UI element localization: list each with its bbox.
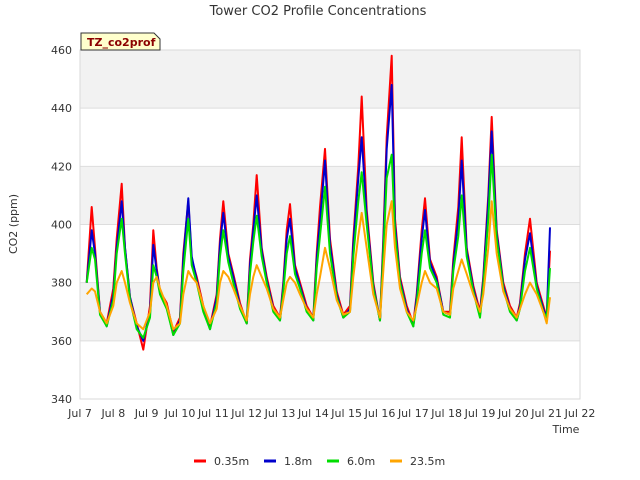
x-tick-label: Jul 20 bbox=[497, 407, 529, 420]
x-tick-label: Jul 10 bbox=[164, 407, 196, 420]
x-tick-label: Jul 11 bbox=[197, 407, 229, 420]
legend-label-6.0m: 6.0m bbox=[347, 455, 375, 468]
legend-label-23.5m: 23.5m bbox=[410, 455, 445, 468]
y-tick-label: 440 bbox=[51, 102, 72, 115]
series-line-6.0m bbox=[85, 153, 551, 339]
y-axis-label: CO2 (ppm) bbox=[7, 194, 20, 254]
x-tick-label: Jul 8 bbox=[100, 407, 125, 420]
y-tick-label: 420 bbox=[51, 160, 72, 173]
x-tick-label: Jul 21 bbox=[530, 407, 562, 420]
badge-label: TZ_co2prof bbox=[87, 36, 156, 49]
x-tick-label: Jul 22 bbox=[564, 407, 596, 420]
x-tick-label: Jul 14 bbox=[297, 407, 329, 420]
plot-band bbox=[80, 50, 580, 109]
plot-band bbox=[80, 282, 580, 341]
x-tick-label: Jul 7 bbox=[67, 407, 92, 420]
series-line-23.5m bbox=[85, 200, 551, 331]
plot-frame bbox=[79, 49, 581, 400]
y-tick-label: 360 bbox=[51, 335, 72, 348]
plot-band bbox=[80, 166, 580, 225]
x-tick-label: Jul 15 bbox=[330, 407, 362, 420]
plot-band bbox=[80, 340, 580, 399]
x-tick-label: Jul 13 bbox=[264, 407, 296, 420]
x-tick-labels: Jul 7 Jul 8 Jul 9 Jul 10 Jul 11 Jul 12 Jul 13 J… bbox=[67, 407, 595, 420]
x-tick-label: Jul 9 bbox=[134, 407, 159, 420]
y-tick-label: 400 bbox=[51, 219, 72, 232]
badge-box bbox=[80, 32, 161, 51]
series-lines bbox=[85, 54, 551, 351]
x-tick-label: Jul 18 bbox=[430, 407, 462, 420]
plot-band bbox=[80, 108, 580, 167]
x-tick-label: Jul 17 bbox=[397, 407, 429, 420]
legend-label-1.8m: 1.8m bbox=[284, 455, 312, 468]
y-tick-label: 460 bbox=[51, 44, 72, 57]
legend: 0.35m 1.8m 6.0m 23.5m bbox=[194, 455, 445, 468]
chart-title: Tower CO2 Profile Concentrations bbox=[209, 4, 427, 19]
y-tick-labels: 340 360 380 400 420 440 460 bbox=[51, 44, 72, 406]
y-tick-label: 380 bbox=[51, 277, 72, 290]
site-badge: TZ_co2prof bbox=[80, 32, 161, 51]
x-tick-label: Jul 19 bbox=[464, 407, 496, 420]
y-tick-label: 340 bbox=[51, 393, 72, 406]
legend-label-0.35m: 0.35m bbox=[214, 455, 249, 468]
plot-background bbox=[80, 50, 580, 399]
x-tick-label: Jul 16 bbox=[364, 407, 396, 420]
x-axis-label: Time bbox=[552, 423, 580, 436]
x-tick-label: Jul 12 bbox=[230, 407, 262, 420]
